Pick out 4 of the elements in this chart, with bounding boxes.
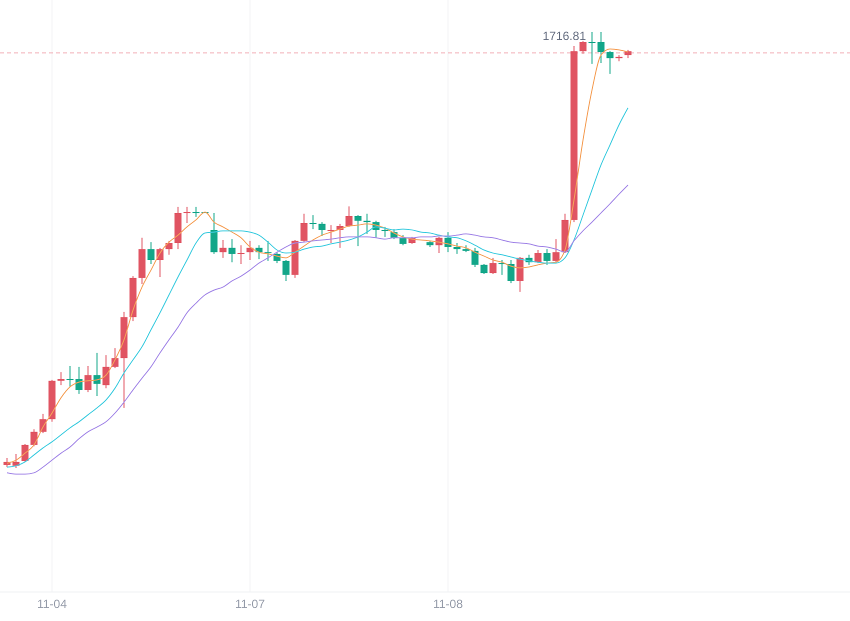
x-tick-label: 11-08 <box>433 597 464 611</box>
annotation: 1716.81 <box>542 29 586 43</box>
x-tick-label: 11-04 <box>37 597 68 611</box>
x-tick-label: 11-07 <box>235 597 266 611</box>
